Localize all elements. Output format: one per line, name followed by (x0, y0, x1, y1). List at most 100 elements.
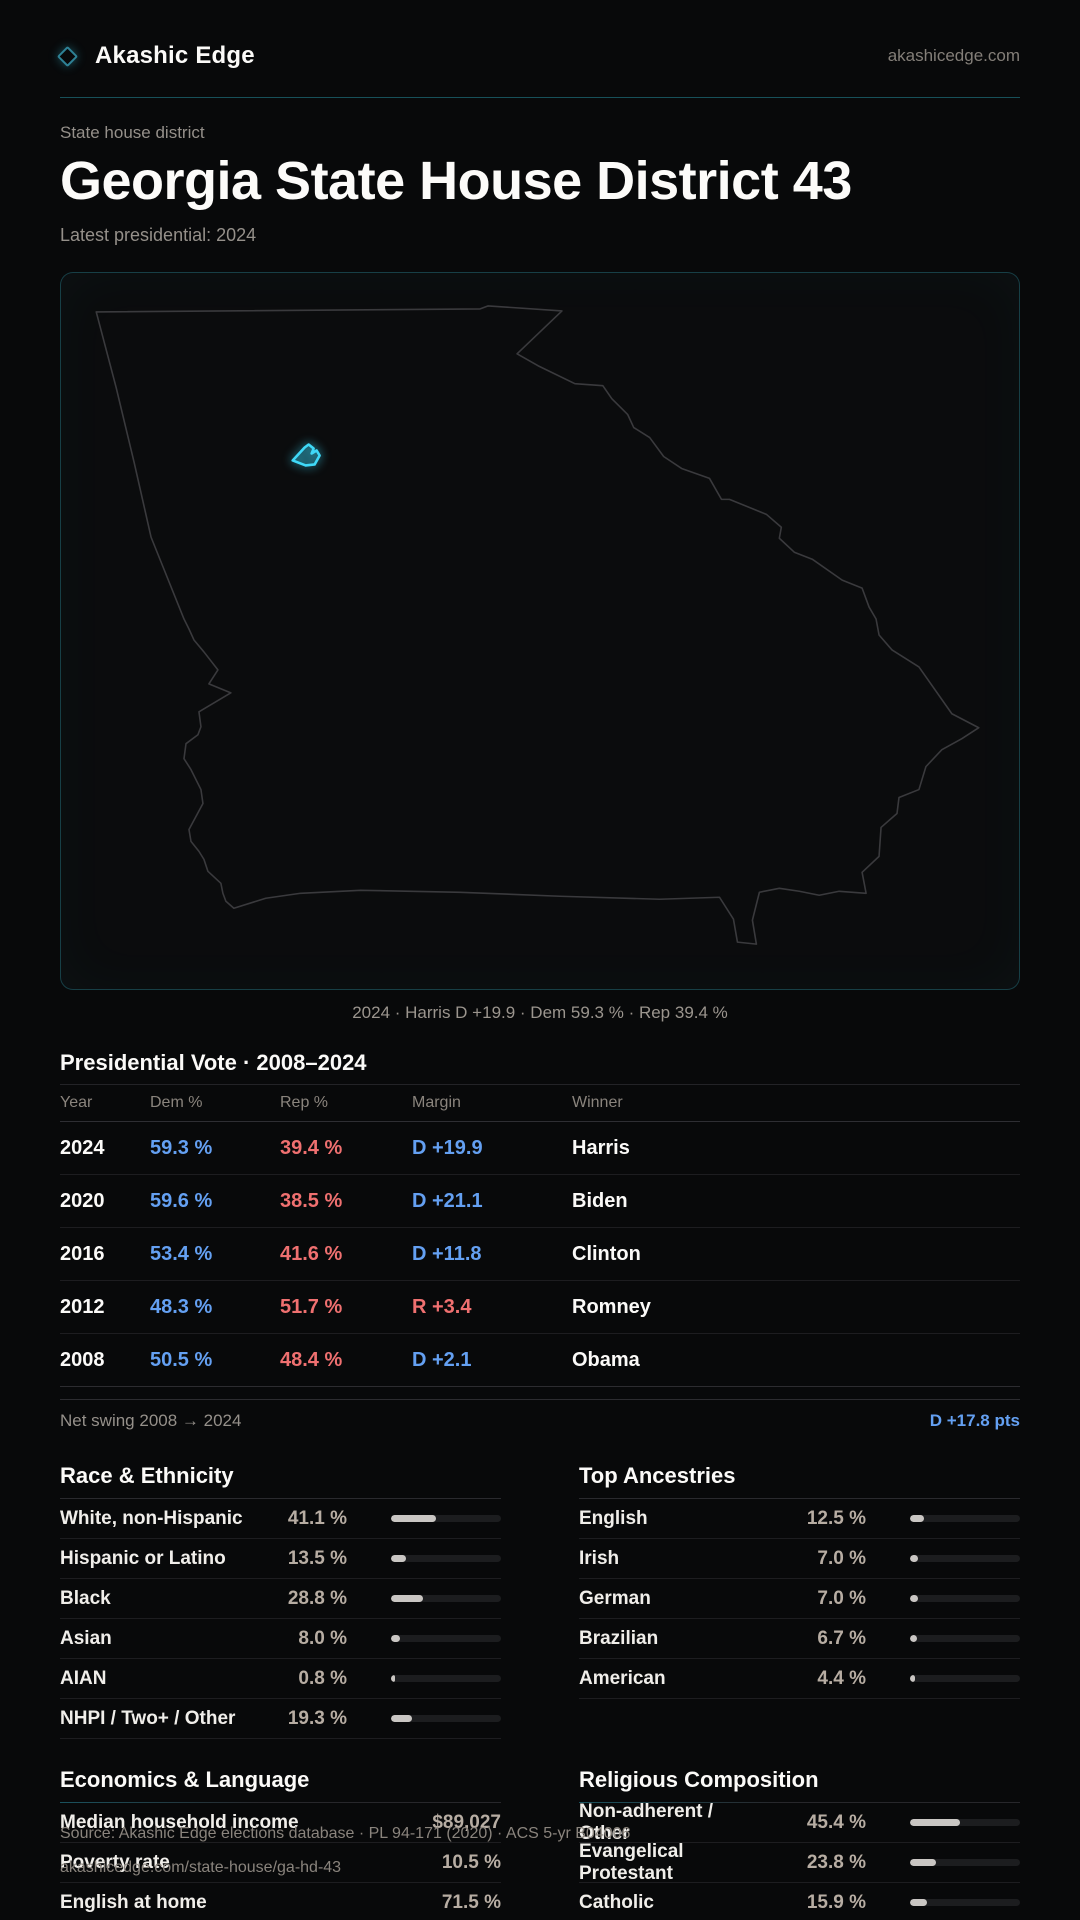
col-winner: Winner (572, 1094, 623, 1111)
stat-row: Asian 8.0 % (60, 1619, 501, 1659)
section-divider (579, 1498, 1020, 1499)
stat-label: White, non-Hispanic (60, 1507, 243, 1529)
rep-pct: 41.6 % (280, 1242, 343, 1265)
year: 2024 (60, 1136, 105, 1159)
stat-label: Evangelical Protestant (579, 1840, 684, 1884)
stat-bar-fill (910, 1899, 928, 1906)
stat-row: Median household income $89,027 (60, 1803, 501, 1843)
stat-label: English (579, 1507, 648, 1529)
stat-bar-track (910, 1899, 1020, 1906)
stat-label: Catholic (579, 1891, 654, 1913)
stat-label: Non-adherent / Other (579, 1800, 714, 1844)
table-row: 2016 53.4 % 41.6 % D +11.8 Clinton (60, 1228, 1020, 1281)
stat-value: 45.4 % (806, 1811, 866, 1833)
brand-domain: akashicedge.com (887, 46, 1020, 65)
year: 2012 (60, 1295, 105, 1318)
stat-row: AIAN 0.8 % (60, 1659, 501, 1699)
dem-pct: 50.5 % (150, 1348, 213, 1371)
table-row: 2008 50.5 % 48.4 % D +2.1 Obama (60, 1334, 1020, 1387)
col-margin: Margin (412, 1094, 461, 1111)
stat-value: 71.5 % (441, 1891, 501, 1913)
section-race-ethnicity: Race & Ethnicity White, non-Hispanic 41.… (60, 1463, 501, 1739)
stat-label: Brazilian (579, 1627, 659, 1649)
stat-label: Black (60, 1587, 111, 1609)
stat-row: English 12.5 % (579, 1499, 1020, 1539)
net-swing-row: Net swing 2008 → 2024 D +17.8 pts (60, 1399, 1020, 1441)
year: 2020 (60, 1189, 105, 1212)
stat-value: $89,027 (432, 1811, 501, 1833)
dem-pct: 59.6 % (150, 1189, 213, 1212)
presidential-vote-table: Year Dem % Rep % Margin Winner 2024 59.3… (60, 1084, 1020, 1387)
stat-bar-fill (910, 1595, 918, 1602)
stat-bar-fill (391, 1635, 400, 1642)
winner: Harris (572, 1136, 630, 1159)
stat-value: 15.9 % (806, 1891, 866, 1913)
stats-grid: Race & Ethnicity White, non-Hispanic 41.… (60, 1463, 1020, 1920)
section-top-ancestries: Top Ancestries English 12.5 % Irish 7.0 … (579, 1463, 1020, 1699)
stat-row: Poverty rate 10.5 % (60, 1843, 501, 1883)
stat-row: NHPI / Two+ / Other 19.3 % (60, 1699, 501, 1739)
stat-bar-track (391, 1515, 501, 1522)
dem-pct: 48.3 % (150, 1295, 213, 1318)
net-swing-label: Net swing 2008 → 2024 (60, 1410, 242, 1430)
georgia-map (95, 305, 980, 945)
stat-label: Poverty rate (60, 1851, 170, 1873)
section-divider (60, 1498, 501, 1499)
section-religious-composition: Religious Composition Non-adherent / Oth… (579, 1767, 1020, 1920)
stat-bar-fill (910, 1859, 937, 1866)
stat-row: Hispanic or Latino 13.5 % (60, 1539, 501, 1579)
stat-value: 28.8 % (287, 1587, 347, 1609)
stat-label: Median household income (60, 1811, 299, 1833)
stat-row: Evangelical Protestant 23.8 % (579, 1840, 1020, 1884)
margin: D +21.1 (412, 1189, 483, 1212)
margin: D +11.8 (412, 1242, 482, 1265)
stat-bar-track (391, 1715, 501, 1722)
subtitle: Latest presidential: 2024 (60, 225, 257, 245)
stat-bar-track (391, 1595, 501, 1602)
section-title: Economics & Language (60, 1767, 310, 1792)
stat-label: AIAN (60, 1667, 107, 1689)
col-rep: Rep % (280, 1094, 329, 1111)
winner: Biden (572, 1189, 628, 1212)
header-divider (60, 97, 1020, 98)
stat-value: 0.8 % (298, 1667, 347, 1689)
stat-bar-track (391, 1555, 501, 1562)
stat-value: 12.5 % (806, 1507, 866, 1529)
stat-label: Irish (579, 1547, 620, 1569)
header: Akashic Edge akashicedge.com (56, 0, 1020, 70)
rep-pct: 39.4 % (280, 1136, 343, 1159)
stat-bar-fill (391, 1675, 395, 1682)
stat-bar-track (910, 1819, 1020, 1826)
stat-bar-track (910, 1595, 1020, 1602)
stat-value: 4.4 % (817, 1667, 866, 1689)
margin: D +2.1 (412, 1348, 472, 1371)
stat-label: NHPI / Two+ / Other (60, 1707, 236, 1729)
table-header-row: Year Dem % Rep % Margin Winner (60, 1084, 1020, 1122)
stat-row: Catholic 15.9 % (579, 1883, 1020, 1920)
stat-bar-fill (910, 1515, 924, 1522)
stat-value: 23.8 % (806, 1851, 866, 1873)
stat-bar-track (391, 1675, 501, 1682)
dem-pct: 59.3 % (150, 1136, 213, 1159)
stat-bar-track (910, 1675, 1020, 1682)
stat-row: White, non-Hispanic 41.1 % (60, 1499, 501, 1539)
section-title: Top Ancestries (579, 1463, 736, 1488)
stat-bar-track (910, 1515, 1020, 1522)
net-swing-value: D +17.8 pts (929, 1410, 1020, 1430)
winner: Clinton (572, 1242, 641, 1265)
stat-label: Hispanic or Latino (60, 1547, 226, 1569)
stat-row: Brazilian 6.7 % (579, 1619, 1020, 1659)
section-title: Race & Ethnicity (60, 1463, 234, 1488)
section-divider (60, 1802, 501, 1803)
stat-bar-fill (391, 1715, 413, 1722)
table-row: 2020 59.6 % 38.5 % D +21.1 Biden (60, 1175, 1020, 1228)
rep-pct: 51.7 % (280, 1295, 343, 1318)
stat-bar-fill (910, 1555, 918, 1562)
year: 2016 (60, 1242, 105, 1265)
stat-row: American 4.4 % (579, 1659, 1020, 1699)
table-title: Presidential Vote · 2008–2024 (60, 1050, 367, 1075)
stat-bar-track (910, 1859, 1020, 1866)
eyebrow: State house district (60, 123, 205, 142)
stat-row: Black 28.8 % (60, 1579, 501, 1619)
